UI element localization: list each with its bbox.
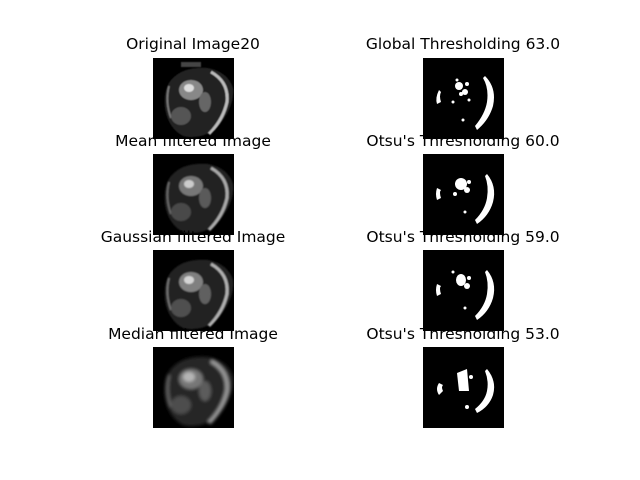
panel-title-median-filtered: Median filtered Image	[108, 325, 278, 343]
image-otsu-gaussian	[423, 250, 504, 331]
panel-title-global-threshold: Global Thresholding 63.0	[365, 35, 561, 53]
image-otsu-median	[423, 347, 504, 428]
panel-title-otsu-mean: Otsu's Thresholding 60.0	[366, 132, 560, 150]
image-otsu-mean	[423, 154, 504, 235]
image-gaussian-filtered	[153, 250, 234, 331]
panel-title-mean-filtered: Mean filtered Image	[115, 132, 271, 150]
image-global-threshold	[423, 58, 504, 139]
image-mean-filtered	[153, 154, 234, 235]
panel-title-otsu-gaussian: Otsu's Thresholding 59.0	[366, 228, 560, 246]
image-median-filtered	[153, 347, 234, 428]
image-original	[153, 58, 234, 139]
panel-title-otsu-median: Otsu's Thresholding 53.0	[366, 325, 560, 343]
panel-title-original: Original Image20	[126, 35, 260, 53]
panel-title-gaussian-filtered: Gaussian filtered Image	[100, 228, 286, 246]
